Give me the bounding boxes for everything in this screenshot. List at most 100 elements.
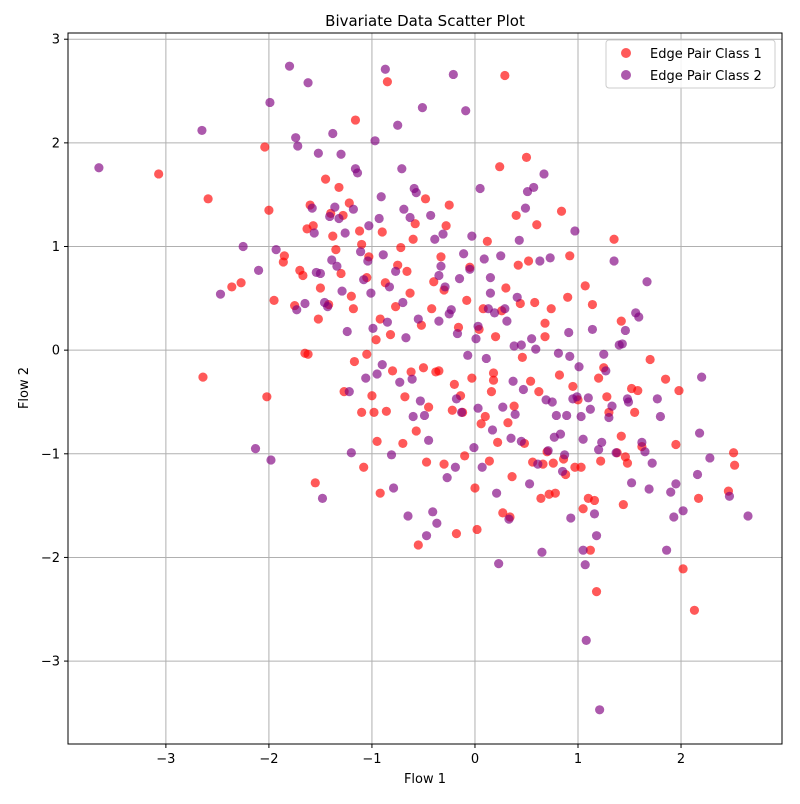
data-point-series-2	[694, 428, 705, 438]
data-point-series-1	[369, 407, 379, 417]
data-point-series-2	[485, 273, 496, 283]
data-point-series-2	[498, 402, 508, 412]
data-point-series-2	[697, 372, 707, 382]
data-point-series-2	[570, 226, 580, 236]
y-tick-label: 2	[52, 136, 60, 151]
data-point-series-1	[328, 231, 338, 241]
data-point-series-1	[447, 405, 457, 415]
y-tick-label: 0	[52, 344, 60, 359]
data-point-series-2	[520, 203, 531, 213]
data-point-series-2	[363, 256, 373, 266]
data-point-series-2	[254, 265, 264, 275]
data-point-series-2	[411, 188, 421, 198]
data-point-series-2	[527, 334, 537, 344]
data-point-series-1	[381, 406, 391, 416]
data-point-series-2	[315, 268, 326, 279]
data-point-series-1	[501, 283, 511, 293]
data-point-series-2	[372, 369, 382, 379]
data-point-series-2	[436, 261, 446, 271]
data-point-series-2	[366, 288, 376, 298]
data-point-series-1	[526, 376, 536, 386]
data-point-series-2	[479, 254, 489, 264]
data-point-series-1	[513, 260, 523, 270]
data-point-series-1	[462, 295, 472, 306]
data-point-series-2	[307, 203, 317, 213]
data-point-series-2	[461, 106, 471, 116]
data-point-series-2	[293, 141, 303, 151]
data-point-series-2	[303, 78, 313, 88]
data-point-series-2	[642, 277, 652, 287]
data-point-series-1	[689, 605, 700, 615]
y-axis-label: Flow 2	[17, 367, 32, 409]
data-point-series-2	[622, 394, 633, 404]
data-point-series-1	[408, 234, 418, 244]
data-point-series-2	[585, 404, 595, 414]
data-point-series-2	[317, 493, 328, 503]
data-point-series-2	[417, 103, 428, 113]
data-point-series-1	[398, 438, 408, 449]
data-point-series-2	[533, 459, 543, 469]
data-point-series-2	[395, 377, 405, 387]
data-point-series-2	[271, 245, 281, 255]
data-point-series-2	[510, 409, 520, 420]
data-point-series-2	[432, 518, 442, 528]
chart-title: Bivariate Data Scatter Plot	[325, 12, 525, 30]
data-point-series-2	[524, 479, 535, 489]
legend-marker-series-1	[621, 48, 631, 58]
data-point-series-2	[250, 444, 261, 454]
data-point-series-1	[630, 407, 640, 417]
data-point-series-2	[601, 366, 611, 376]
data-point-series-2	[292, 305, 302, 315]
data-point-series-2	[580, 560, 590, 570]
data-point-series-1	[298, 270, 308, 281]
data-point-series-1	[236, 278, 246, 288]
data-point-series-2	[669, 512, 679, 522]
data-point-series-2	[512, 292, 522, 302]
data-point-series-2	[565, 351, 575, 361]
data-point-series-1	[315, 283, 326, 293]
data-point-series-1	[303, 349, 313, 359]
data-point-series-2	[408, 411, 418, 422]
x-axis-label: Flow 1	[404, 772, 446, 787]
data-point-series-1	[534, 387, 544, 397]
data-point-series-2	[611, 448, 621, 458]
data-point-series-1	[420, 194, 431, 204]
data-point-series-2	[589, 509, 600, 519]
x-tick-label: 1	[574, 752, 582, 767]
data-point-series-2	[376, 192, 386, 202]
data-point-series-2	[678, 506, 688, 516]
data-point-series-2	[591, 531, 602, 541]
data-point-series-2	[309, 228, 319, 238]
data-point-series-1	[260, 142, 270, 152]
data-point-series-2	[578, 434, 588, 444]
data-point-series-2	[388, 483, 399, 493]
data-point-series-2	[671, 479, 681, 489]
data-point-series-2	[446, 305, 456, 315]
data-point-series-1	[375, 314, 385, 324]
data-point-series-1	[434, 366, 444, 376]
data-point-series-2	[634, 312, 644, 322]
data-point-series-2	[215, 289, 226, 299]
data-point-series-2	[535, 256, 545, 266]
data-point-series-2	[380, 64, 390, 74]
data-point-series-2	[572, 392, 582, 402]
data-point-series-2	[557, 466, 568, 477]
data-point-series-1	[530, 297, 540, 308]
data-point-series-1	[375, 488, 385, 498]
data-point-series-2	[508, 376, 518, 386]
data-point-series-1	[587, 299, 598, 310]
data-point-series-1	[550, 488, 560, 498]
data-point-series-2	[473, 321, 483, 331]
data-point-series-2	[743, 511, 753, 521]
data-point-series-2	[485, 288, 496, 298]
data-point-series-1	[436, 252, 446, 262]
data-point-series-2	[504, 514, 514, 524]
data-point-series-2	[553, 348, 564, 358]
data-point-series-2	[398, 297, 408, 308]
data-point-series-2	[724, 491, 735, 501]
data-point-series-2	[562, 410, 572, 421]
data-point-series-2	[500, 304, 510, 314]
data-point-series-1	[391, 302, 401, 312]
legend-marker-series-2	[621, 70, 631, 80]
data-point-series-1	[154, 169, 164, 179]
